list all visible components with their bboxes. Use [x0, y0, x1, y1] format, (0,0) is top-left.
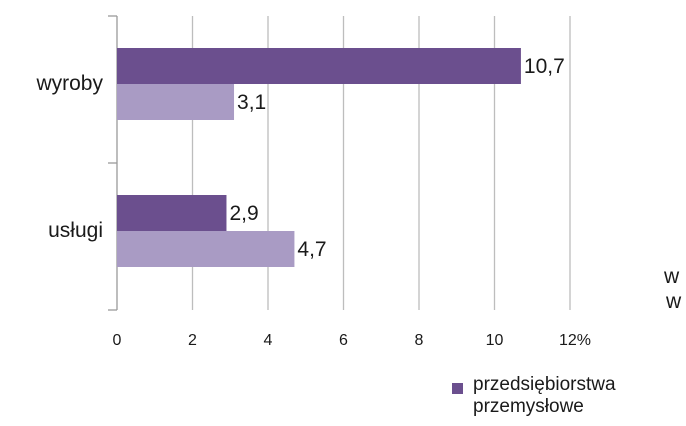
- x-tick-label: 6: [339, 332, 348, 349]
- data-label: 10,7: [524, 55, 565, 78]
- category-label: usługi: [48, 219, 103, 242]
- x-tick-label: 2: [188, 332, 197, 349]
- legend-swatch: [452, 383, 463, 394]
- legend-label: przedsiębiorstwa przemysłowe: [473, 374, 616, 417]
- x-tick-label: 10: [486, 332, 504, 349]
- bar: [117, 231, 295, 267]
- clipped-text-1: w: [664, 265, 680, 288]
- x-tick-label: 12%: [559, 332, 591, 349]
- data-label: 4,7: [297, 238, 326, 261]
- clipped-text-2: w: [666, 290, 682, 313]
- bar: [117, 48, 521, 84]
- bar: [117, 84, 235, 120]
- data-label: 2,9: [229, 202, 258, 225]
- data-label: 3,1: [237, 91, 266, 114]
- x-tick-label: 4: [264, 332, 273, 349]
- x-tick-label: 8: [415, 332, 424, 349]
- category-label: wyroby: [35, 72, 103, 95]
- legend: przedsiębiorstwa przemysłowe: [452, 374, 686, 418]
- x-tick-label: 0: [113, 332, 122, 349]
- bar: [117, 195, 227, 231]
